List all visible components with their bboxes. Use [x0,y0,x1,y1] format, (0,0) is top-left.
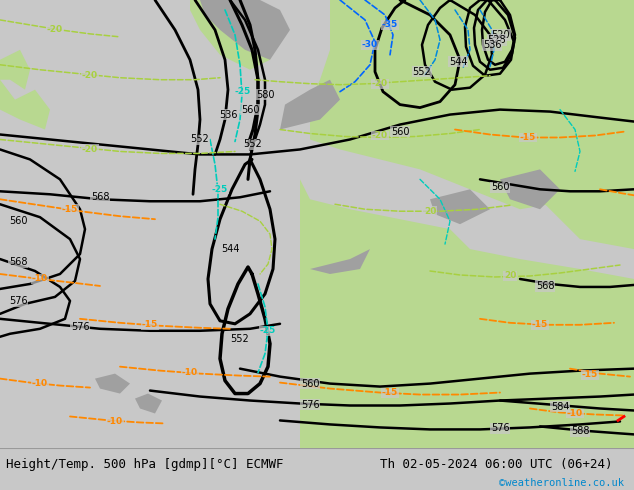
Text: -20: -20 [47,25,63,34]
Text: ©weatheronline.co.uk: ©weatheronline.co.uk [500,477,624,488]
Text: 20: 20 [424,207,436,216]
Text: -35: -35 [382,21,398,29]
Text: 568: 568 [91,192,109,202]
Text: -10: -10 [32,379,48,388]
Text: 536: 536 [482,40,501,50]
Text: -10: -10 [567,409,583,418]
Text: 552: 552 [243,140,262,149]
Text: 520: 520 [492,30,510,40]
Text: -15: -15 [382,388,398,397]
Polygon shape [280,80,340,129]
Polygon shape [530,149,634,249]
Polygon shape [450,229,634,448]
Text: -25: -25 [235,87,251,96]
Polygon shape [500,0,634,99]
Text: 576: 576 [301,399,320,410]
Polygon shape [310,249,370,274]
Text: -15: -15 [142,320,158,329]
Text: -20: -20 [82,145,98,154]
Text: -15: -15 [532,320,548,329]
Text: -25: -25 [260,326,276,335]
Text: 568: 568 [9,257,27,267]
Text: -20: -20 [372,131,388,140]
Text: 544: 544 [221,244,239,254]
Text: 560: 560 [9,216,27,226]
Polygon shape [200,0,290,60]
Text: 576: 576 [9,296,27,306]
Text: 580: 580 [256,90,275,99]
Text: 576: 576 [491,423,509,434]
Text: 552: 552 [191,134,209,145]
Text: 536: 536 [219,110,237,120]
Text: -25: -25 [212,185,228,194]
Text: -20: -20 [372,79,388,88]
Text: Height/Temp. 500 hPa [gdmp][°C] ECMWF: Height/Temp. 500 hPa [gdmp][°C] ECMWF [6,458,284,471]
Polygon shape [0,80,50,129]
Text: 560: 560 [391,126,410,137]
Text: -20: -20 [82,71,98,80]
Text: 588: 588 [571,426,589,437]
Polygon shape [500,170,560,209]
Text: 528: 528 [488,35,507,45]
Text: 544: 544 [449,57,467,67]
Text: 560: 560 [301,379,320,389]
Polygon shape [135,393,162,414]
Text: 20: 20 [504,271,516,280]
Text: -15: -15 [582,370,598,379]
Text: -15: -15 [62,205,78,214]
Text: 560: 560 [241,104,259,115]
Polygon shape [190,0,280,70]
Polygon shape [430,189,490,224]
Text: 568: 568 [536,281,554,291]
Polygon shape [310,0,634,209]
Polygon shape [95,373,130,393]
Text: 576: 576 [70,322,89,332]
Text: -15: -15 [520,133,536,142]
Text: 560: 560 [491,182,509,192]
Text: 584: 584 [551,401,569,412]
Polygon shape [300,179,450,448]
Polygon shape [0,0,30,90]
Text: 552: 552 [231,334,249,344]
Text: Th 02-05-2024 06:00 UTC (06+24): Th 02-05-2024 06:00 UTC (06+24) [380,458,613,471]
Text: 552: 552 [413,67,431,77]
Text: -10: -10 [182,368,198,377]
Text: -10: -10 [32,274,48,284]
Text: -30: -30 [362,40,378,49]
Text: -10: -10 [107,417,123,426]
